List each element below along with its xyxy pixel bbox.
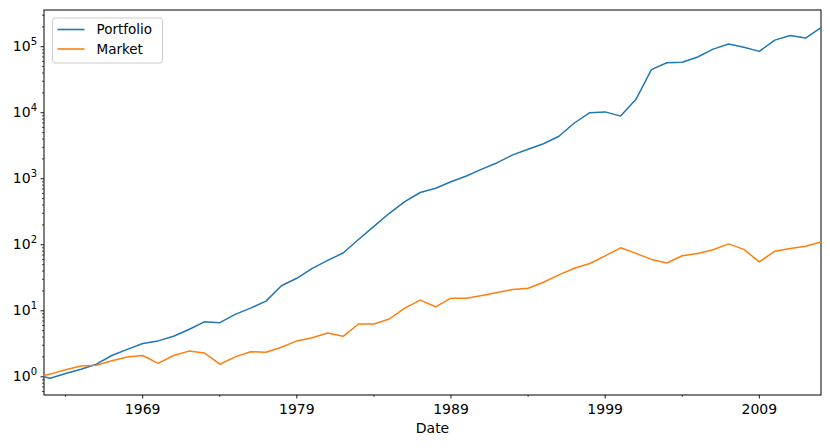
- figure: 1969 1979 1989 1999 2009 100 101 102 103 104 105 P…: [0, 0, 830, 448]
- y-tick-label: 101: [13, 300, 37, 318]
- legend-label: Market: [97, 41, 143, 57]
- x-tick-label: 2009: [742, 401, 778, 417]
- plot-border: [44, 10, 821, 395]
- legend: Portfolio Market: [53, 18, 163, 63]
- market-line: [44, 242, 821, 375]
- legend-label: Portfolio: [97, 21, 153, 37]
- x-tick-label: 1999: [587, 401, 623, 417]
- series-layer: [44, 28, 821, 379]
- y-tick-label: 104: [13, 102, 37, 120]
- x-tick-label: 1969: [125, 401, 161, 417]
- x-tick-label: 1989: [433, 401, 469, 417]
- x-tick-label: 1979: [279, 401, 315, 417]
- portfolio-line: [44, 28, 821, 379]
- line-chart: 1969 1979 1989 1999 2009 100 101 102 103 104 105 P…: [0, 0, 830, 448]
- x-axis-title: Date: [416, 420, 449, 436]
- y-tick-label: 100: [13, 366, 37, 384]
- y-tick-label: 103: [13, 168, 37, 186]
- y-tick-label: 105: [13, 36, 37, 54]
- y-tick-label: 102: [13, 234, 37, 252]
